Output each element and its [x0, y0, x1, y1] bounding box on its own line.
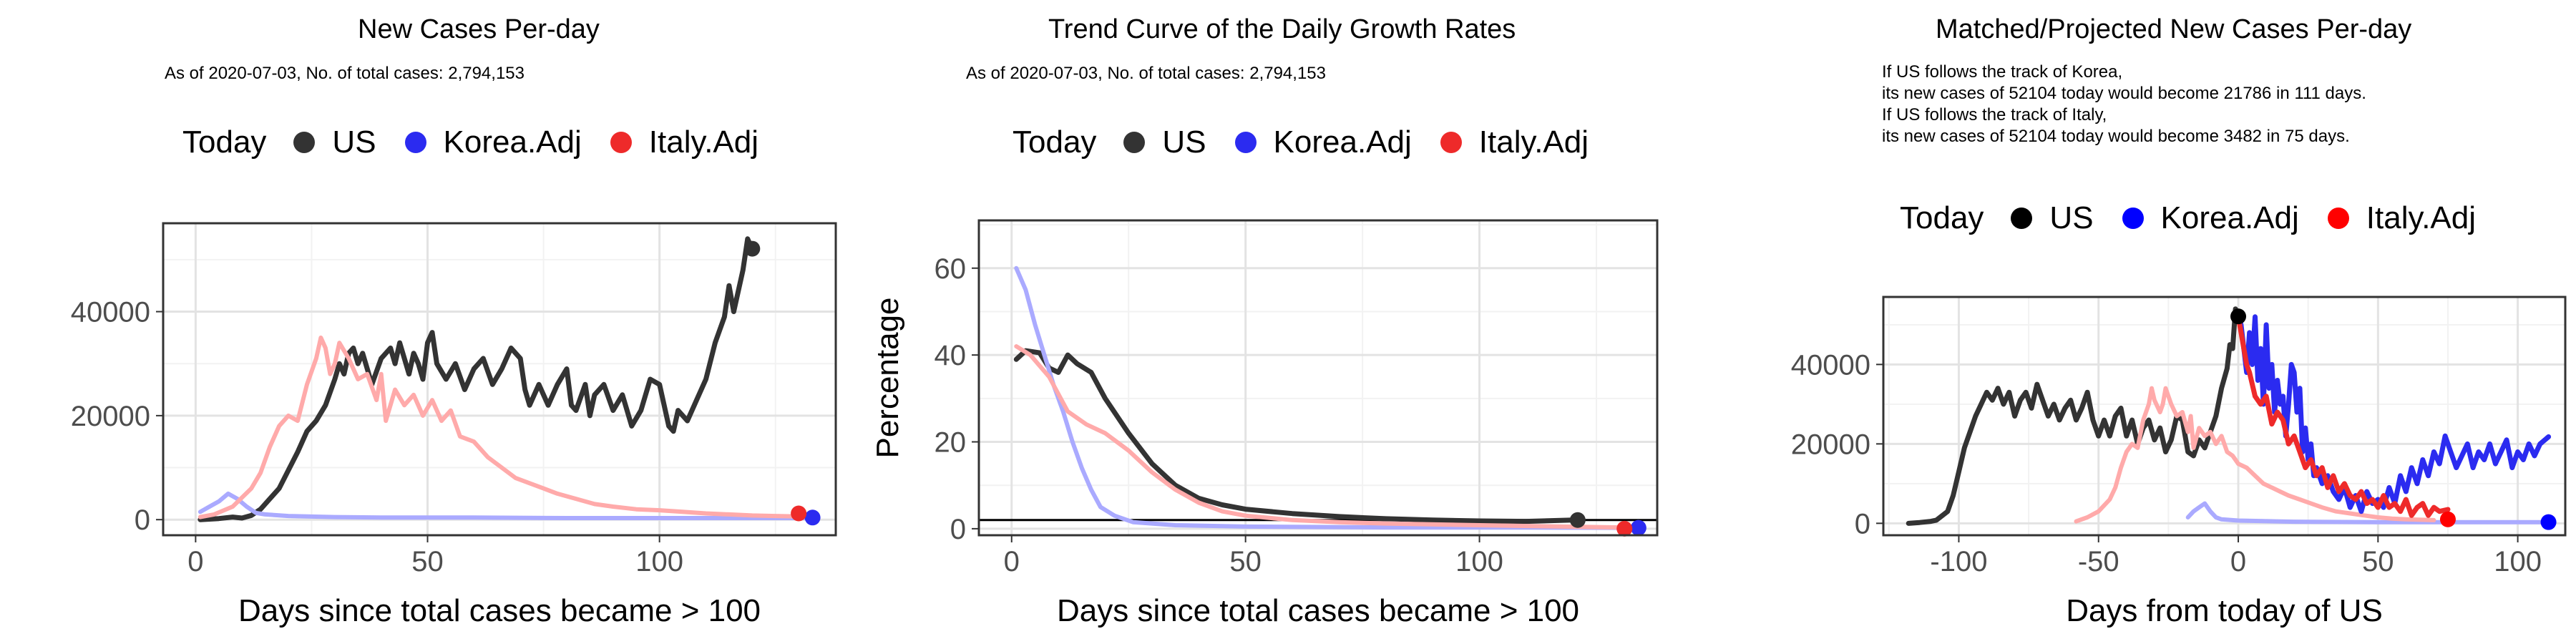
- chart-title: New Cases Per-day: [358, 14, 600, 44]
- x-axis-label: Days since total cases became > 100: [1057, 593, 1579, 628]
- chart-subtitle: If US follows the track of Korea, its ne…: [1882, 62, 2366, 147]
- x-tick-label: 0: [1004, 546, 1020, 577]
- x-tick-label: 100: [1455, 546, 1503, 577]
- legend-dot-korea: [404, 132, 426, 153]
- chart-subtitle: As of 2020-07-03, No. of total cases: 2,…: [165, 64, 525, 83]
- y-tick-label: 0: [135, 504, 150, 536]
- x-tick-label: -50: [2078, 546, 2119, 577]
- x-tick-label: 50: [2362, 546, 2394, 577]
- x-axis-label: Days from today of US: [2066, 593, 2383, 628]
- x-tick-label: 0: [2230, 546, 2246, 577]
- legend-item-korea: Korea.Adj: [2122, 200, 2299, 236]
- legend-item-us: US: [293, 125, 376, 160]
- series-line-italy-adj-past-: [2074, 386, 2436, 524]
- legend-item-italy: Italy.Adj: [1440, 125, 1589, 160]
- growth-rates-plot: 0 50 100 0 20 40 60 Days since total cases beca…: [870, 219, 1659, 628]
- subtitle-line: If US follows the track of Korea,: [1882, 62, 2123, 82]
- legend-item-italy: Italy.Adj: [2327, 200, 2477, 236]
- legend-today-label: Today: [182, 125, 267, 160]
- panel-projected: Matched/Projected New Cases Per-day If U…: [1767, 0, 2576, 644]
- y-tick-label: 40000: [1791, 349, 1870, 381]
- today-point-us: [2230, 308, 2247, 325]
- y-tick-label: 0: [1855, 508, 1870, 540]
- y-tick-label: 40000: [71, 297, 150, 328]
- plot-area: [1883, 297, 2565, 535]
- legend-item-korea: Korea.Adj: [404, 125, 582, 160]
- plot-frame: [1882, 296, 2567, 537]
- plot-frame: [162, 222, 837, 537]
- today-point-korea-adj: [804, 509, 821, 526]
- series-line-italy-adj: [197, 335, 801, 519]
- legend-label-korea: Korea.Adj: [2160, 200, 2299, 235]
- legend-item-us: US: [1123, 125, 1206, 160]
- series-line-korea-adj-past-: [2185, 501, 2548, 525]
- legend-label-italy: Italy.Adj: [1478, 125, 1589, 160]
- subtitle-line: its new cases of 52104 today would becom…: [1882, 84, 2366, 103]
- legend-label-italy: Italy.Adj: [2366, 200, 2477, 235]
- series-line-us: [1906, 306, 2241, 526]
- x-tick-label: 0: [187, 546, 203, 577]
- series-line-korea-adj: [2235, 313, 2552, 514]
- series-line-us: [1013, 348, 1576, 525]
- y-tick-label: 20: [935, 427, 967, 459]
- projected-plot: -100 -50 0 50 100 0 20000 40000 Days from today …: [1791, 296, 2567, 628]
- legend-label-italy: Italy.Adj: [648, 125, 759, 160]
- new-cases-plot: 0 50 100 0 20000 40000 Days since total cases …: [71, 222, 837, 628]
- subtitle-line: If US follows the track of Italy,: [1882, 105, 2107, 125]
- x-tick-label: 100: [635, 546, 683, 577]
- y-tick-label: 0: [950, 514, 966, 545]
- panel-new-cases: New Cases Per-day As of 2020-07-03, No. …: [0, 0, 859, 644]
- legend-item-korea: Korea.Adj: [1234, 125, 1412, 160]
- x-tick-label: 50: [411, 546, 444, 577]
- chart-legend: Today US Korea.Adj Italy.Adj: [1900, 200, 2504, 236]
- series-line-korea-adj: [197, 491, 815, 520]
- today-point-korea-adj: [2540, 514, 2557, 530]
- x-tick-label: 50: [1229, 546, 1262, 577]
- y-tick-label: 20000: [1791, 429, 1870, 460]
- x-tick-label: 100: [2494, 546, 2542, 577]
- legend-dot-italy: [610, 132, 632, 153]
- series-line-italy-adj: [1014, 344, 1622, 530]
- chart-legend: Today US Korea.Adj Italy.Adj: [182, 125, 787, 160]
- today-point-korea-adj: [1630, 519, 1646, 536]
- chart-legend: Today US Korea.Adj Italy.Adj: [1013, 125, 1617, 160]
- legend-dot-korea: [2122, 208, 2144, 229]
- series-line-us: [197, 236, 755, 522]
- legend-dot-us: [1123, 132, 1146, 153]
- y-tick-label: 60: [935, 253, 967, 285]
- legend-dot-us: [293, 132, 316, 153]
- legend-label-us: US: [332, 125, 376, 160]
- legend-label-us: US: [1162, 125, 1206, 160]
- x-axis-label: Days since total cases became > 100: [238, 593, 761, 628]
- today-point-italy-adj: [2439, 511, 2456, 527]
- series-line-korea-adj: [1014, 265, 1636, 530]
- legend-label-us: US: [2049, 200, 2094, 235]
- today-point-italy-adj: [1616, 520, 1633, 537]
- series-line-italy-adj: [2235, 313, 2451, 518]
- chart-title: Trend Curve of the Daily Growth Rates: [1048, 14, 1516, 44]
- plot-area: [163, 223, 836, 535]
- today-point-us: [1569, 512, 1586, 528]
- panel-growth-rates: Trend Curve of the Daily Growth Rates As…: [859, 0, 1682, 644]
- legend-item-italy: Italy.Adj: [610, 125, 758, 160]
- legend-label-korea: Korea.Adj: [1273, 125, 1412, 160]
- legend-dot-us: [2011, 208, 2033, 229]
- legend-label-korea: Korea.Adj: [443, 125, 582, 160]
- plot-frame: [977, 219, 1659, 537]
- legend-dot-italy: [2327, 208, 2349, 229]
- chart-title: Matched/Projected New Cases Per-day: [1936, 14, 2412, 44]
- x-tick-label: -100: [1930, 546, 1987, 577]
- y-tick-label: 40: [935, 340, 967, 371]
- legend-item-us: US: [2011, 200, 2094, 236]
- y-axis-label: Percentage: [870, 297, 905, 458]
- today-point-italy-adj: [791, 505, 807, 522]
- legend-today-label: Today: [1900, 200, 1984, 235]
- subtitle-line: its new cases of 52104 today would becom…: [1882, 127, 2350, 146]
- legend-dot-korea: [1234, 132, 1257, 153]
- today-point-us: [744, 240, 761, 257]
- chart-subtitle: As of 2020-07-03, No. of total cases: 2,…: [966, 64, 1326, 83]
- y-tick-label: 20000: [71, 401, 150, 432]
- legend-dot-italy: [1440, 132, 1462, 153]
- legend-today-label: Today: [1013, 125, 1097, 160]
